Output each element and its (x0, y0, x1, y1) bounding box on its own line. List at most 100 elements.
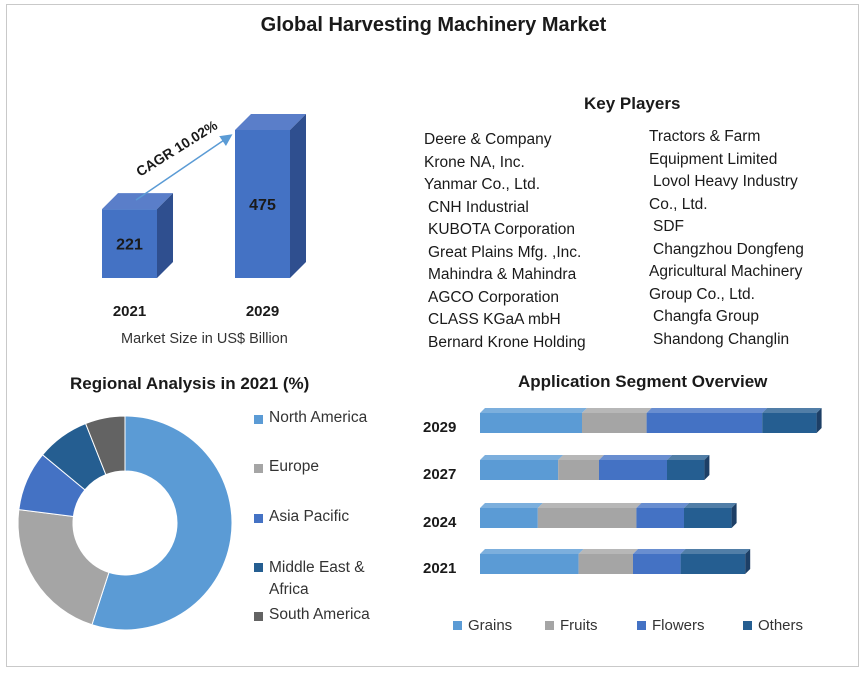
bar-segment (646, 413, 763, 433)
legend-fruits: Fruits (545, 617, 637, 634)
legend-others: Others (743, 617, 823, 634)
legend-swatch (254, 563, 263, 572)
player-item: Group Co., Ltd. (649, 285, 755, 303)
key-players-left: Deere & Company Krone NA, Inc. Yanmar Co… (424, 129, 586, 354)
bar-segment (578, 554, 633, 574)
tick-label: 2021 (423, 560, 456, 577)
bar-segment (599, 460, 667, 480)
player-item: Lovol Heavy Industry (653, 173, 798, 190)
bar-segment (762, 413, 817, 433)
player-item: Agricultural Machinery (649, 263, 803, 280)
player-item: AGCO Corporation (428, 288, 559, 306)
bar-segment-top (633, 549, 686, 554)
bar-segment-top (480, 503, 543, 508)
regional-heading: Regional Analysis in 2021 (%) (70, 374, 310, 393)
data-label: 475 (249, 197, 276, 214)
tick-label: 2027 (423, 466, 456, 483)
data-label: 221 (116, 237, 143, 254)
chart-frame (6, 4, 859, 667)
donut-slice (84, 415, 126, 476)
player-item: Great Plains Mfg. ,Inc. (428, 243, 582, 261)
bar-side (290, 114, 306, 278)
player-item: Shandong Changlin (653, 330, 790, 348)
legend-swatch (743, 621, 752, 630)
bar-segment-top (480, 408, 587, 413)
market-size-caption: Market Size in US$ Billion (121, 331, 288, 347)
bar-top (102, 193, 173, 210)
player-item: CNH Industrial (428, 198, 529, 216)
bar-segment-top (762, 408, 822, 413)
bar-segment (480, 413, 582, 433)
bar-segment (667, 460, 705, 480)
legend-label: Others (758, 617, 804, 634)
bar-segment (636, 508, 684, 528)
bar-segment-top (684, 503, 737, 508)
bar-segment-top (582, 408, 652, 413)
bar-segment-top (680, 549, 751, 554)
legend-label: South America (269, 606, 370, 623)
legend-north-america: North America (254, 409, 414, 427)
bar-segment (480, 460, 559, 480)
legend-label: North America (269, 409, 368, 426)
application-heading: Application Segment Overview (518, 372, 768, 391)
legend-label: Fruits (560, 617, 598, 634)
player-item: Mahindra & Mahindra (428, 266, 577, 283)
bar-segment (680, 554, 746, 574)
tick-label: 2021 (113, 303, 146, 320)
legend-europe: Europe (254, 458, 414, 476)
player-item: Krone NA, Inc. (424, 153, 525, 171)
bar-side (816, 408, 822, 433)
bar-segment-top (537, 503, 642, 508)
legend-label: Asia Pacific (269, 508, 350, 525)
bar-segment (537, 508, 637, 528)
bar-segment (480, 508, 538, 528)
legend-grains: Grains (453, 617, 545, 634)
bar (235, 130, 290, 278)
player-item: Yanmar Co., Ltd. (424, 176, 541, 193)
legend-label: Grains (468, 617, 513, 634)
bar-segment (633, 554, 681, 574)
legend-label: Europe (269, 458, 319, 475)
legend-middle-east-africa: Middle East & Africa (254, 557, 384, 601)
regional-donut-chart (17, 415, 233, 631)
player-item: Bernard Krone Holding (428, 333, 586, 351)
legend-asia-pacific: Asia Pacific (254, 508, 414, 526)
player-item: Co., Ltd. (649, 195, 708, 213)
player-item: KUBOTA Corporation (428, 221, 576, 238)
bar-segment (684, 508, 732, 528)
player-item: SDF (653, 218, 684, 235)
bar-segment (480, 554, 579, 574)
legend-swatch (254, 612, 263, 621)
legend-swatch (545, 621, 554, 630)
application-legend: Grains Fruits Flowers Others (453, 617, 823, 634)
donut-slice (91, 415, 233, 631)
bar-side (704, 455, 710, 480)
player-item: Changzhou Dongfeng (653, 240, 804, 258)
key-players-heading: Key Players (584, 94, 681, 113)
donut-slice (17, 509, 110, 626)
cagr-label: CAGR 10.02% (133, 117, 220, 180)
legend-swatch (254, 514, 263, 523)
market-size-chart: 221 2021 475 2029 CAGR 10.02% (102, 114, 306, 320)
bar-segment-top (636, 503, 689, 508)
legend-swatch (254, 415, 263, 424)
legend-flowers: Flowers (637, 617, 743, 634)
legend-swatch (637, 621, 646, 630)
application-chart: 2029 2027 2024 2021 (423, 408, 822, 577)
legend-label: Middle East & Africa (269, 559, 365, 598)
bar-side (745, 549, 751, 574)
cagr-arrow (135, 134, 233, 201)
bar-segment-top (599, 455, 672, 460)
bar-segment-top (480, 549, 584, 554)
player-item: CLASS KGaA mbH (428, 311, 561, 328)
bar-segment-top (667, 455, 710, 460)
player-item: Equipment Limited (649, 150, 778, 168)
bar-top (235, 114, 306, 130)
player-item: Deere & Company (424, 131, 552, 148)
legend-label: Flowers (652, 617, 705, 634)
player-item: Changfa Group (653, 308, 759, 325)
tick-label: 2024 (423, 514, 457, 531)
bar-side (731, 503, 737, 528)
bar-segment-top (646, 408, 768, 413)
legend-south-america: South America (254, 606, 414, 624)
